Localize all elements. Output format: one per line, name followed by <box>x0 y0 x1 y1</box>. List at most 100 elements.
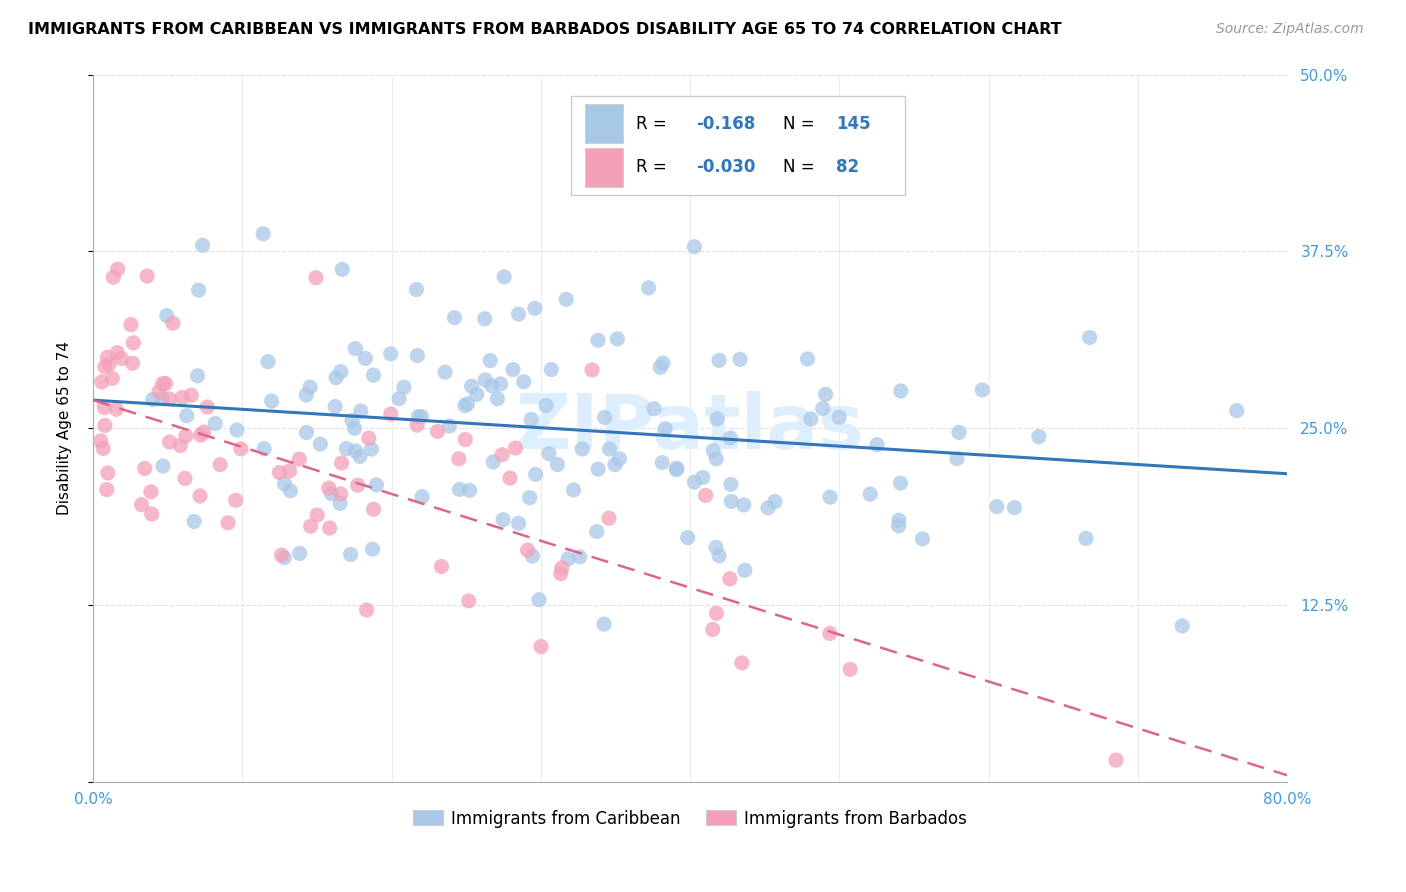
Point <box>195 400 218 414</box>
Point <box>491 448 513 462</box>
Point <box>257 354 280 368</box>
Point <box>187 283 209 297</box>
Point <box>96 483 118 497</box>
Point <box>946 451 969 466</box>
Point <box>557 551 579 566</box>
Point <box>598 511 620 525</box>
Point <box>330 262 353 277</box>
Point <box>225 493 247 508</box>
Point <box>93 401 115 415</box>
Point <box>226 423 249 437</box>
Point <box>818 626 841 640</box>
Point <box>339 548 361 562</box>
Point <box>131 498 153 512</box>
Point <box>183 515 205 529</box>
Point <box>465 387 488 401</box>
Point <box>229 442 252 456</box>
Point <box>361 542 384 557</box>
Text: R =: R = <box>637 158 666 176</box>
Point <box>599 442 621 456</box>
Point <box>1171 619 1194 633</box>
Point <box>546 458 568 472</box>
Point <box>273 476 295 491</box>
Point <box>122 335 145 350</box>
Point <box>676 531 699 545</box>
Point <box>350 404 373 418</box>
Point <box>706 411 728 425</box>
Point <box>260 394 283 409</box>
FancyBboxPatch shape <box>585 104 623 143</box>
Point <box>530 640 553 654</box>
Point <box>651 456 673 470</box>
Point <box>323 400 346 414</box>
Point <box>887 519 910 533</box>
Point <box>174 471 197 485</box>
Point <box>295 388 318 402</box>
Point <box>193 425 215 439</box>
Text: ZIPatlas: ZIPatlas <box>516 392 865 466</box>
Point <box>388 392 411 406</box>
Point <box>457 594 479 608</box>
Point <box>447 451 470 466</box>
Point <box>363 502 385 516</box>
Point <box>555 293 578 307</box>
Point <box>252 227 274 241</box>
Point <box>1028 430 1050 444</box>
Point <box>454 399 477 413</box>
Point <box>1078 330 1101 344</box>
Point <box>585 524 607 539</box>
Point <box>411 409 433 424</box>
Point <box>520 412 543 426</box>
Point <box>280 483 302 498</box>
Point <box>217 516 239 530</box>
Point <box>454 433 477 447</box>
Point <box>695 488 717 502</box>
Point <box>562 483 585 497</box>
Point <box>162 316 184 330</box>
Point <box>1074 532 1097 546</box>
Point <box>474 311 496 326</box>
Point <box>152 376 174 391</box>
Point <box>408 409 430 424</box>
Point <box>890 384 912 398</box>
Point <box>811 401 834 416</box>
Point <box>818 490 841 504</box>
Point <box>204 417 226 431</box>
Point <box>683 240 706 254</box>
Point <box>335 442 357 456</box>
Point <box>516 543 538 558</box>
Point <box>426 425 449 439</box>
Point <box>380 347 402 361</box>
Point <box>581 363 603 377</box>
Point <box>380 407 402 421</box>
Point <box>159 435 181 450</box>
Point <box>1004 500 1026 515</box>
Point <box>763 494 786 508</box>
Legend: Immigrants from Caribbean, Immigrants from Barbados: Immigrants from Caribbean, Immigrants fr… <box>406 803 974 834</box>
Point <box>110 351 132 366</box>
Point <box>329 496 352 510</box>
Text: N =: N = <box>783 158 815 176</box>
Point <box>363 368 385 383</box>
Point <box>101 371 124 385</box>
Point <box>98 357 121 371</box>
Text: N =: N = <box>783 114 815 133</box>
Point <box>551 561 574 575</box>
Point <box>253 442 276 456</box>
Point <box>652 356 675 370</box>
Point <box>329 487 352 501</box>
Point <box>405 283 427 297</box>
Point <box>537 447 560 461</box>
Point <box>354 351 377 366</box>
Point <box>157 392 180 406</box>
Point <box>340 413 363 427</box>
Point <box>273 550 295 565</box>
Point <box>288 546 311 560</box>
Point <box>571 442 593 456</box>
Point <box>360 442 382 456</box>
Point <box>458 483 481 498</box>
Point <box>814 387 837 401</box>
Point <box>828 410 851 425</box>
Point <box>522 549 544 563</box>
Point <box>524 467 547 482</box>
